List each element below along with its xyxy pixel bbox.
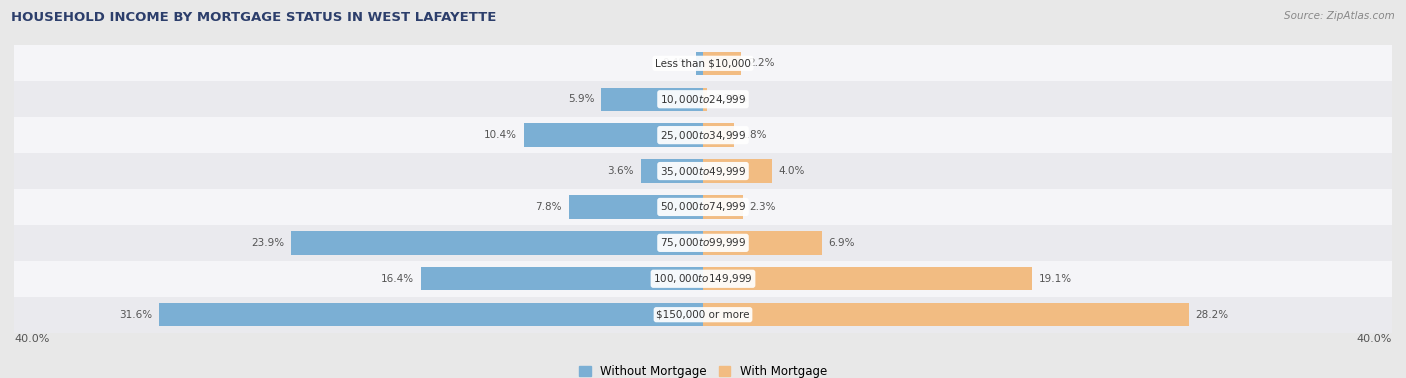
- Bar: [14, 153, 1392, 189]
- Bar: [641, 160, 703, 183]
- Text: 10.4%: 10.4%: [484, 130, 517, 140]
- Text: 1.8%: 1.8%: [741, 130, 768, 140]
- Text: Source: ZipAtlas.com: Source: ZipAtlas.com: [1284, 11, 1395, 21]
- Text: $35,000 to $49,999: $35,000 to $49,999: [659, 164, 747, 178]
- Bar: [14, 225, 1392, 261]
- Bar: [14, 81, 1392, 117]
- Text: 0.25%: 0.25%: [714, 94, 747, 104]
- Bar: [703, 52, 741, 75]
- Bar: [14, 45, 1392, 81]
- Bar: [524, 124, 703, 147]
- Text: 2.2%: 2.2%: [748, 58, 775, 68]
- Bar: [703, 160, 772, 183]
- Text: 28.2%: 28.2%: [1195, 310, 1229, 320]
- Text: 23.9%: 23.9%: [252, 238, 284, 248]
- Bar: [14, 189, 1392, 225]
- Bar: [14, 261, 1392, 297]
- Text: 3.6%: 3.6%: [607, 166, 634, 176]
- Bar: [420, 267, 703, 290]
- Bar: [703, 303, 1188, 326]
- Bar: [14, 297, 1392, 333]
- Text: $25,000 to $34,999: $25,000 to $34,999: [659, 129, 747, 142]
- Text: $100,000 to $149,999: $100,000 to $149,999: [654, 272, 752, 285]
- Bar: [602, 88, 703, 111]
- Text: 40.0%: 40.0%: [1357, 335, 1392, 344]
- Bar: [291, 231, 703, 254]
- Text: 4.0%: 4.0%: [779, 166, 806, 176]
- Legend: Without Mortgage, With Mortgage: Without Mortgage, With Mortgage: [579, 366, 827, 378]
- Text: 19.1%: 19.1%: [1039, 274, 1071, 284]
- Text: $150,000 or more: $150,000 or more: [657, 310, 749, 320]
- Bar: [14, 117, 1392, 153]
- Bar: [568, 195, 703, 218]
- Text: 0.4%: 0.4%: [662, 58, 689, 68]
- Text: 7.8%: 7.8%: [536, 202, 562, 212]
- Bar: [703, 231, 823, 254]
- Text: 40.0%: 40.0%: [14, 335, 49, 344]
- Text: HOUSEHOLD INCOME BY MORTGAGE STATUS IN WEST LAFAYETTE: HOUSEHOLD INCOME BY MORTGAGE STATUS IN W…: [11, 11, 496, 24]
- Text: 5.9%: 5.9%: [568, 94, 595, 104]
- Bar: [696, 52, 703, 75]
- Text: 2.3%: 2.3%: [749, 202, 776, 212]
- Bar: [703, 88, 707, 111]
- Text: $10,000 to $24,999: $10,000 to $24,999: [659, 93, 747, 106]
- Bar: [159, 303, 703, 326]
- Bar: [703, 195, 742, 218]
- Text: Less than $10,000: Less than $10,000: [655, 58, 751, 68]
- Bar: [703, 124, 734, 147]
- Text: 16.4%: 16.4%: [381, 274, 413, 284]
- Text: $75,000 to $99,999: $75,000 to $99,999: [659, 236, 747, 249]
- Text: 31.6%: 31.6%: [118, 310, 152, 320]
- Text: $50,000 to $74,999: $50,000 to $74,999: [659, 200, 747, 214]
- Text: 6.9%: 6.9%: [828, 238, 855, 248]
- Bar: [703, 267, 1032, 290]
